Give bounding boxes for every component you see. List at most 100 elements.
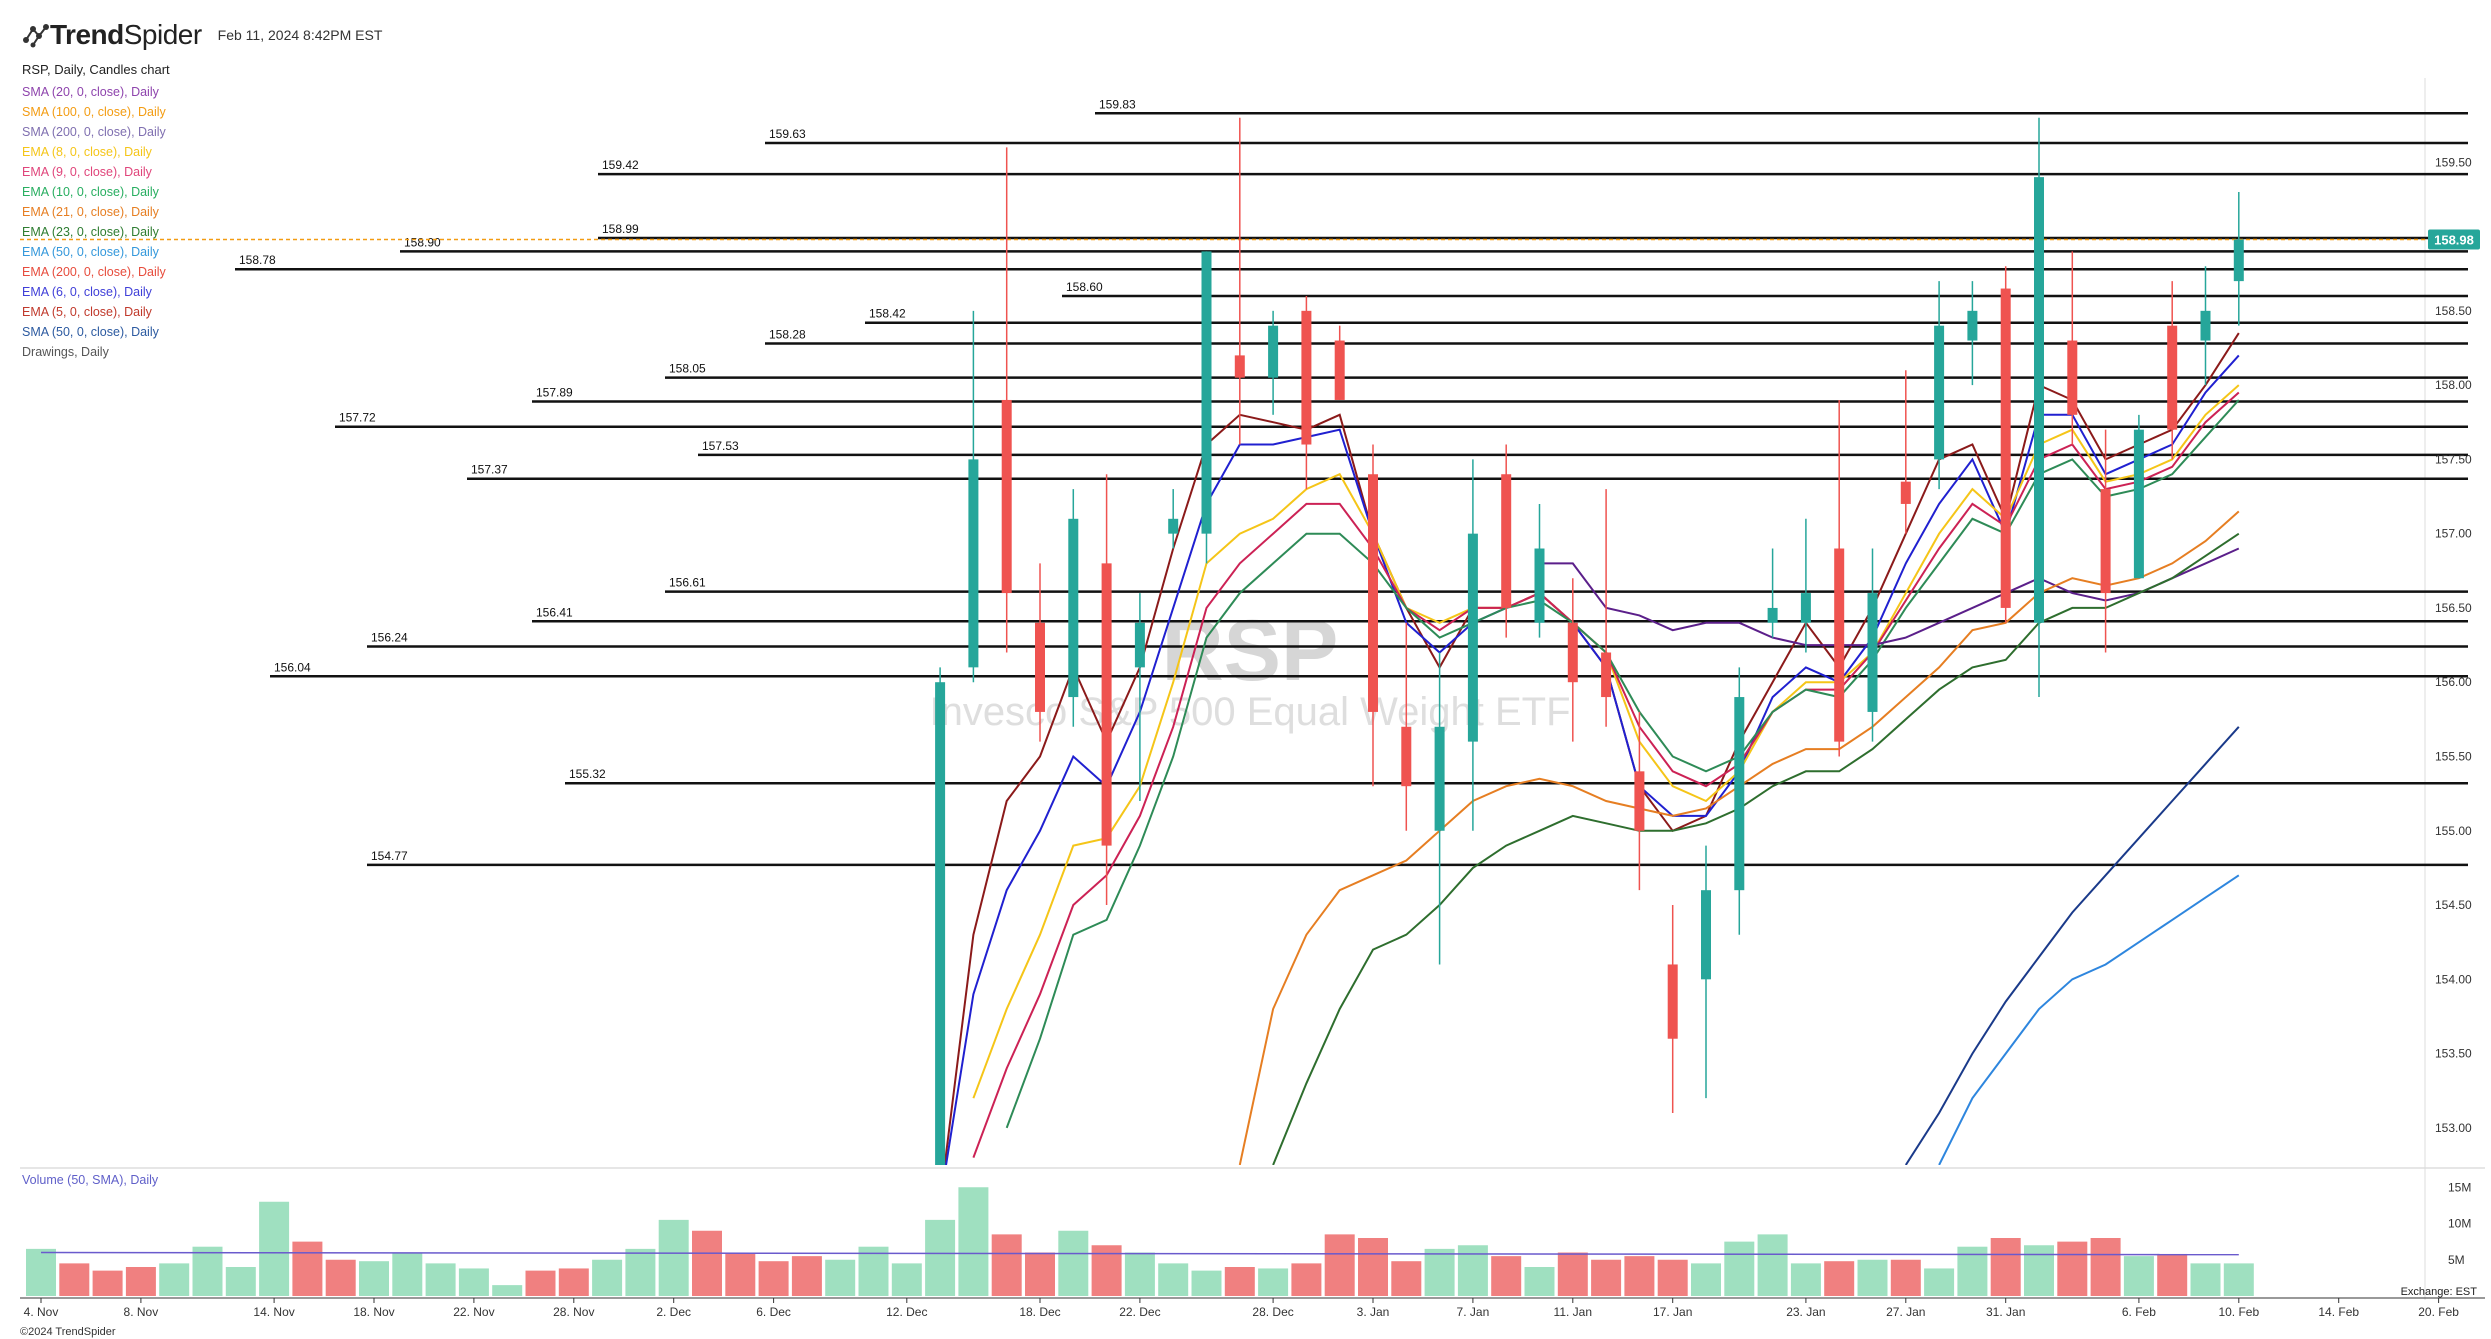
exchange-label: Exchange: EST — [2400, 1286, 2477, 1298]
candle-body — [968, 459, 979, 668]
time-tick-label: 6. Dec — [756, 1305, 791, 1319]
chart-timestamp: Feb 11, 2024 8:42PM EST — [217, 27, 383, 43]
volume-bar — [59, 1263, 90, 1296]
legend-item[interactable]: EMA (23, 0, close), Daily — [22, 225, 159, 239]
candle-body — [1401, 726, 1412, 787]
legend-item[interactable]: EMA (6, 0, close), Daily — [22, 285, 152, 299]
indicator-line — [1272, 532, 2240, 1165]
legend-item[interactable]: EMA (9, 0, close), Daily — [22, 165, 152, 179]
time-tick-label: 14. Nov — [253, 1305, 294, 1319]
volume-tick-label: 5M — [2448, 1253, 2465, 1267]
volume-bar — [891, 1263, 922, 1296]
volume-bar — [392, 1252, 423, 1296]
volume-bar — [2057, 1241, 2088, 1296]
legend-item[interactable]: EMA (200, 0, close), Daily — [22, 265, 166, 279]
legend-item[interactable]: EMA (10, 0, close), Daily — [22, 185, 159, 199]
price-tick-label: 154.00 — [2435, 972, 2472, 986]
volume-bar — [1324, 1234, 1355, 1296]
volume-bar — [1158, 1263, 1189, 1296]
price-tick-label: 153.50 — [2435, 1047, 2472, 1061]
time-tick-label: 11. Jan — [1554, 1305, 1592, 1319]
indicator-line — [1938, 874, 2240, 1165]
level-label: 159.63 — [769, 127, 806, 141]
level-label: 158.05 — [669, 362, 706, 376]
volume-bar — [259, 1201, 290, 1296]
candle-body — [2167, 325, 2178, 430]
volume-tick-label: 10M — [2448, 1217, 2471, 1231]
volume-bar — [1124, 1252, 1155, 1296]
volume-bar — [991, 1234, 1022, 1296]
volume-bar — [1025, 1252, 1055, 1296]
price-pane[interactable] — [935, 117, 2244, 1277]
time-tick-label: 12. Dec — [886, 1305, 927, 1319]
volume-bar — [1890, 1259, 1921, 1296]
legend-item[interactable]: SMA (20, 0, close), Daily — [22, 85, 159, 99]
brand-name: TrendSpider — [50, 19, 202, 50]
level-label: 158.99 — [602, 222, 639, 236]
indicator-line — [1539, 547, 2240, 647]
volume-bar — [458, 1268, 489, 1296]
legend-item[interactable]: SMA (50, 0, close), Daily — [22, 325, 159, 339]
candle-body — [1800, 593, 1811, 623]
legend-item[interactable]: EMA (50, 0, close), Daily — [22, 245, 159, 259]
chart-title[interactable]: RSP, Daily, Candles chart — [22, 62, 170, 77]
time-tick-label: 18. Dec — [1019, 1305, 1060, 1319]
price-tick-label: 157.50 — [2435, 452, 2472, 466]
legend-item[interactable]: SMA (200, 0, close), Daily — [22, 125, 166, 139]
volume-bar — [1457, 1245, 1488, 1296]
level-label: 157.37 — [471, 463, 508, 477]
time-tick-label: 23. Jan — [1786, 1305, 1825, 1319]
time-tick-label: 22. Dec — [1119, 1305, 1160, 1319]
candle-body — [1334, 340, 1345, 400]
volume-bar — [1424, 1248, 1455, 1296]
candle-body — [1767, 607, 1778, 623]
time-tick-label: 2. Dec — [656, 1305, 691, 1319]
legend-item[interactable]: EMA (8, 0, close), Daily — [22, 145, 152, 159]
time-tick-label: 6. Feb — [2122, 1305, 2156, 1319]
time-tick-label: 31. Jan — [1986, 1305, 2025, 1319]
volume-bar — [791, 1256, 822, 1296]
volume-bar — [1990, 1238, 2021, 1296]
volume-bar — [1391, 1261, 1422, 1296]
time-tick-label: 20. Feb — [2418, 1305, 2459, 1319]
trendspider-logo-icon — [23, 24, 49, 48]
candle-body — [1068, 518, 1079, 698]
price-tick-label: 155.00 — [2435, 824, 2472, 838]
price-tick-label: 156.50 — [2435, 601, 2472, 615]
volume-bar — [1924, 1268, 1955, 1296]
level-label: 157.89 — [536, 385, 573, 399]
level-label: 158.42 — [869, 307, 906, 321]
volume-bar — [359, 1261, 389, 1296]
time-tick-label: 7. Jan — [1457, 1305, 1490, 1319]
time-tick-label: 18. Nov — [353, 1305, 394, 1319]
legend-item[interactable]: EMA (5, 0, close), Daily — [22, 305, 152, 319]
candle-body — [2200, 310, 2211, 341]
price-tick-label: 156.00 — [2435, 675, 2472, 689]
volume-label[interactable]: Volume (50, SMA), Daily — [22, 1173, 159, 1187]
candle-body — [1601, 652, 1612, 698]
volume-bar — [325, 1259, 356, 1296]
volume-bar — [2223, 1263, 2254, 1296]
candle-body — [1867, 593, 1878, 712]
volume-bar — [1591, 1259, 1622, 1296]
volume-bar — [292, 1241, 323, 1296]
volume-bar — [1857, 1259, 1888, 1296]
legend-item[interactable]: SMA (100, 0, close), Daily — [22, 105, 166, 119]
legend-item[interactable]: Drawings, Daily — [22, 345, 109, 359]
indicator-line — [1904, 726, 2240, 1165]
candle-body — [935, 682, 946, 1165]
volume-sma-line — [40, 1251, 2239, 1256]
indicator-legend: RSP, Daily, Candles chart SMA (20, 0, cl… — [22, 60, 170, 362]
volume-bar — [2123, 1256, 2154, 1296]
candle-body — [1201, 251, 1212, 534]
volume-bar — [958, 1187, 989, 1296]
candle-body — [1301, 310, 1312, 445]
level-label: 159.83 — [1099, 97, 1136, 111]
volume-bar — [92, 1270, 123, 1296]
price-tick-label: 154.50 — [2435, 898, 2472, 912]
volume-bar — [1790, 1263, 1821, 1296]
price-tick-label: 159.50 — [2435, 155, 2472, 169]
volume-bar — [1491, 1256, 1522, 1296]
legend-item[interactable]: EMA (21, 0, close), Daily — [22, 205, 159, 219]
